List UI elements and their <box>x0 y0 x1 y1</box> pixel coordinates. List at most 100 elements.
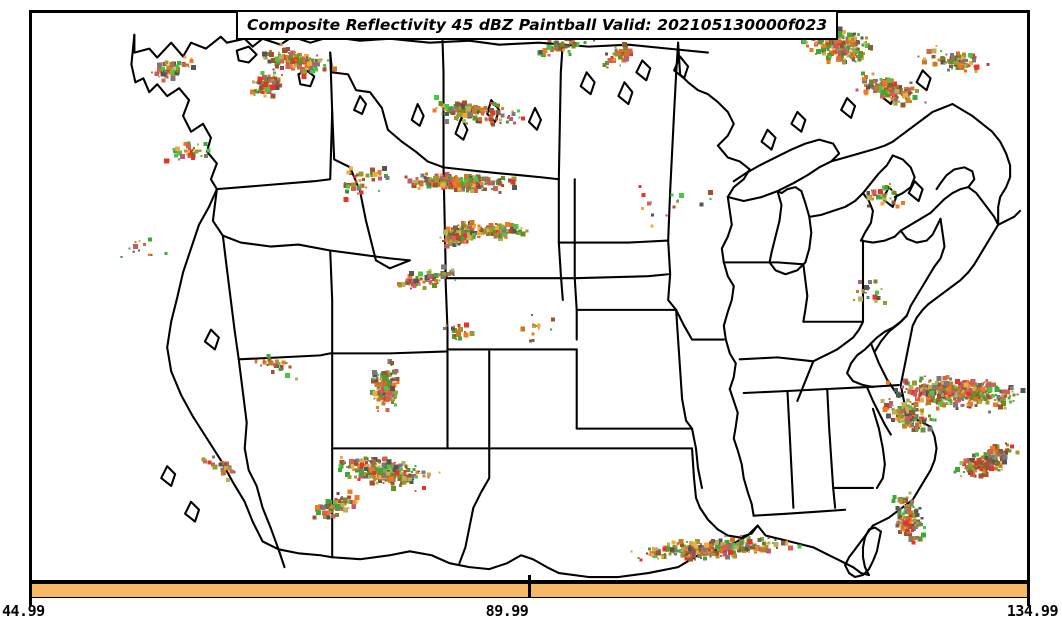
nevada-north-cal <box>221 234 240 361</box>
colorbar-label-left: 44.99 <box>2 602 45 620</box>
small-lake-e <box>617 81 634 106</box>
alabama-mississippi-border <box>786 389 795 509</box>
nevada-utah-south <box>237 352 332 361</box>
salton-sea <box>160 465 177 488</box>
oklahoma-east <box>690 427 704 490</box>
lake-erie-north-shore <box>899 205 938 232</box>
pacific-coast-california <box>166 188 264 543</box>
small-lake-d <box>579 71 596 96</box>
lake-superior-west <box>716 144 751 199</box>
map-canvas <box>120 24 1026 579</box>
map-title-text: Composite Reflectivity 45 dBZ Paintball … <box>247 16 828 34</box>
tennessee-south-border <box>742 384 900 395</box>
great-salt-lake-area <box>203 328 220 351</box>
ontario-quebec-north <box>830 102 954 163</box>
colorbar[interactable] <box>29 575 1030 606</box>
california-gulf-tip <box>184 500 201 523</box>
map-title-box: Composite Reflectivity 45 dBZ Paintball … <box>236 10 839 40</box>
north-carolina-outer-banks <box>911 425 938 501</box>
colorbar-tick-left <box>29 575 32 606</box>
colorbar-label-right: 134.99 <box>1006 602 1059 620</box>
mexico-border-rio-grande <box>331 550 560 575</box>
colorbar-tick-mid <box>528 575 531 598</box>
lake-nipigon <box>760 128 777 151</box>
small-lake-a <box>454 116 469 141</box>
wisconsin-illinois-border <box>722 261 805 266</box>
dakota-minnesota-border <box>667 41 680 242</box>
texas-east-louisiana <box>698 506 759 539</box>
montana-north-dakota-border <box>557 41 564 181</box>
newyork-vermont <box>967 186 1000 226</box>
minnesota-north-lakeofwoods <box>677 41 735 147</box>
new-jersey-coast <box>907 302 930 347</box>
iowa-west-missouri-river <box>667 239 694 341</box>
north-carolina-west <box>865 386 892 436</box>
gulf-coast-mississippi <box>752 508 847 517</box>
maine-quebec-border <box>951 102 1012 226</box>
lake-michigan-west-shore <box>768 190 783 264</box>
montana-lake <box>410 102 425 127</box>
lake-superior-south-shore <box>726 160 833 203</box>
montana-east-idaho <box>441 39 445 169</box>
wisconsin-west-mississippi <box>720 196 733 264</box>
montana-south-border <box>442 166 560 181</box>
oregon-south-border <box>211 188 411 262</box>
pennsylvania-newyork-east <box>933 217 946 268</box>
texas-west-rio-grande <box>458 447 491 565</box>
colorbar-label-mid: 89.99 <box>485 602 529 620</box>
map-panel[interactable] <box>29 10 1030 583</box>
utah-colorado-north <box>329 350 449 355</box>
lake-erie-west <box>859 229 902 244</box>
virginia-west-virginia <box>846 342 874 389</box>
small-lake-f <box>635 59 652 82</box>
iowa-illinois-mississippi <box>722 261 735 327</box>
missouri-illinois-mississippi <box>722 324 737 391</box>
florida-peninsula-west <box>861 526 882 577</box>
colorado-west <box>444 277 449 351</box>
mexico-border-west <box>261 540 334 559</box>
michigan-thumb-west <box>808 192 865 218</box>
lake-ontario-south <box>935 186 970 208</box>
idaho-north-montana-border <box>329 51 445 169</box>
california-south-coast <box>237 358 286 569</box>
utah-west <box>329 249 334 450</box>
lake-ontario-north <box>935 166 976 191</box>
quebec-lake-2 <box>915 69 932 92</box>
lake-superior-north-shore <box>732 138 841 183</box>
vancouver-island-tip <box>235 45 258 64</box>
nebraska-north <box>573 273 670 280</box>
washington-south-border <box>215 51 334 191</box>
south-dakota-west <box>557 178 564 302</box>
basemap-outlines <box>130 33 1022 579</box>
paintball-dots-layer <box>120 24 1026 562</box>
texas-northeast <box>690 447 702 509</box>
kansas-missouri-border <box>675 308 694 430</box>
idaho-west-border <box>331 110 411 270</box>
west-virginia-outline <box>873 314 908 353</box>
ontario-lake-small <box>790 110 807 133</box>
georgia-alabama-border <box>826 387 837 509</box>
lake-michigan-east-shore <box>800 190 813 264</box>
new-england-coast-north <box>997 209 1022 226</box>
new-england-south-coast <box>967 223 1000 274</box>
flathead-lake <box>353 95 368 115</box>
lake-huron-georgian-bay-west <box>861 154 894 195</box>
pennsylvania-south <box>905 265 936 317</box>
tennessee-kentucky-west <box>796 360 815 402</box>
south-dakota-north-border <box>557 239 670 244</box>
colorbar-tick-right <box>1027 575 1030 606</box>
illinois-indiana-border <box>802 263 809 323</box>
pacific-coast-washington-oregon <box>130 33 218 191</box>
georgian-bay-island <box>907 180 924 203</box>
south-carolina-north <box>871 407 886 490</box>
georgian-bay <box>891 154 916 199</box>
lake-michigan-south-shore <box>768 261 807 276</box>
kentucky-tennessee-line <box>738 356 815 363</box>
kentucky-north <box>812 320 865 363</box>
lake-erie-south-shore <box>899 217 942 244</box>
lake-of-woods <box>673 55 690 80</box>
mississippi-river-lower <box>728 387 755 517</box>
gulf-coast-florida-panhandle <box>756 524 870 577</box>
south-carolina-coast <box>871 498 914 527</box>
